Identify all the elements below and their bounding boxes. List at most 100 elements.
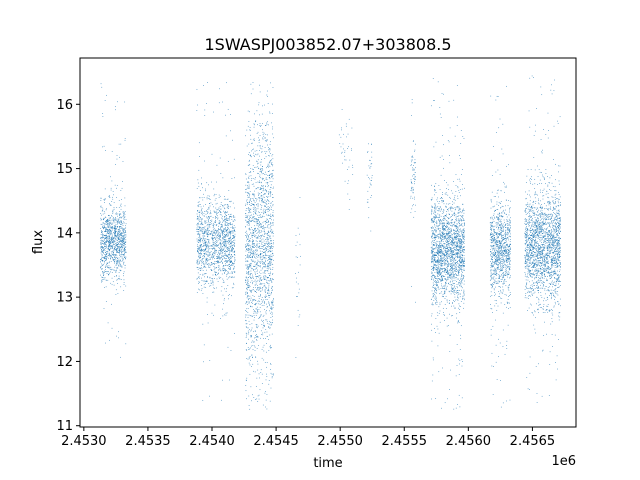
data-point: [227, 254, 229, 256]
data-point: [269, 257, 270, 259]
data-point: [223, 303, 224, 305]
data-point: [117, 259, 119, 261]
data-point: [233, 276, 235, 278]
data-point: [199, 215, 200, 217]
data-point: [268, 239, 269, 240]
data-point: [110, 269, 112, 271]
data-point: [101, 255, 103, 256]
data-point: [215, 233, 217, 234]
data-point: [217, 237, 218, 239]
data-point: [453, 231, 455, 233]
data-point: [216, 225, 217, 226]
data-point: [117, 244, 119, 245]
data-point: [272, 235, 274, 237]
data-point: [265, 406, 266, 408]
data-point: [120, 217, 122, 219]
data-point: [435, 271, 437, 273]
data-point: [268, 155, 270, 156]
data-point: [120, 226, 121, 228]
data-point: [434, 236, 436, 237]
data-point: [227, 265, 229, 266]
data-point: [263, 240, 265, 242]
data-point: [260, 224, 262, 226]
data-point: [269, 148, 270, 150]
data-point: [116, 158, 118, 160]
data-point: [246, 224, 248, 226]
data-point: [217, 239, 219, 241]
data-point: [225, 211, 227, 213]
data-point: [266, 362, 268, 363]
data-point: [367, 201, 369, 203]
data-point: [251, 245, 253, 247]
data-point: [245, 208, 247, 209]
data-point: [457, 233, 459, 235]
data-point: [114, 248, 115, 249]
data-point: [106, 264, 107, 265]
data-point: [252, 219, 254, 221]
data-point: [212, 239, 214, 241]
data-point: [110, 204, 112, 206]
data-point: [111, 240, 113, 242]
data-point: [200, 238, 201, 240]
data-point: [200, 245, 202, 247]
data-point: [261, 226, 263, 228]
data-point: [108, 243, 110, 245]
data-point: [252, 300, 254, 301]
data-point: [223, 247, 225, 249]
data-point: [247, 245, 249, 246]
data-point: [213, 221, 215, 223]
data-point: [258, 200, 260, 202]
data-point: [267, 144, 268, 146]
data-point: [260, 299, 262, 300]
data-point: [264, 302, 265, 304]
data-point: [216, 245, 218, 246]
data-point: [209, 213, 211, 215]
data-point: [120, 224, 122, 225]
data-point: [108, 248, 109, 250]
data-point: [438, 266, 439, 268]
data-point: [435, 245, 437, 247]
data-point: [246, 280, 248, 282]
data-point: [462, 259, 463, 261]
data-point: [110, 187, 112, 189]
data-point: [220, 241, 221, 243]
data-point: [123, 254, 125, 256]
data-point: [440, 292, 442, 294]
data-point: [207, 277, 208, 278]
data-point: [264, 296, 266, 298]
data-point: [124, 234, 126, 236]
data-point: [341, 129, 342, 131]
data-point: [108, 245, 110, 246]
data-point: [444, 238, 446, 239]
data-point: [449, 277, 450, 278]
data-point: [122, 243, 123, 245]
data-point: [113, 284, 115, 286]
data-point: [110, 231, 112, 233]
data-point: [206, 225, 208, 227]
data-point: [227, 249, 229, 251]
data-point: [114, 236, 116, 238]
data-point: [213, 256, 214, 258]
data-point: [261, 172, 262, 173]
data-point: [204, 190, 206, 192]
data-point: [223, 231, 224, 232]
data-point: [218, 102, 220, 104]
data-point: [256, 133, 258, 134]
data-point: [102, 237, 103, 239]
data-point: [433, 268, 435, 270]
data-point: [261, 198, 263, 200]
data-point: [109, 204, 111, 206]
data-point: [248, 271, 250, 273]
data-point: [249, 216, 251, 218]
data-point: [262, 123, 263, 125]
data-point: [262, 178, 263, 180]
data-point: [255, 198, 256, 199]
data-point: [344, 150, 346, 152]
data-point: [371, 175, 373, 176]
data-point: [260, 226, 262, 227]
data-point: [113, 237, 115, 239]
data-point: [199, 210, 201, 212]
data-point: [438, 371, 440, 373]
data-point: [260, 223, 262, 225]
data-point: [205, 281, 207, 283]
